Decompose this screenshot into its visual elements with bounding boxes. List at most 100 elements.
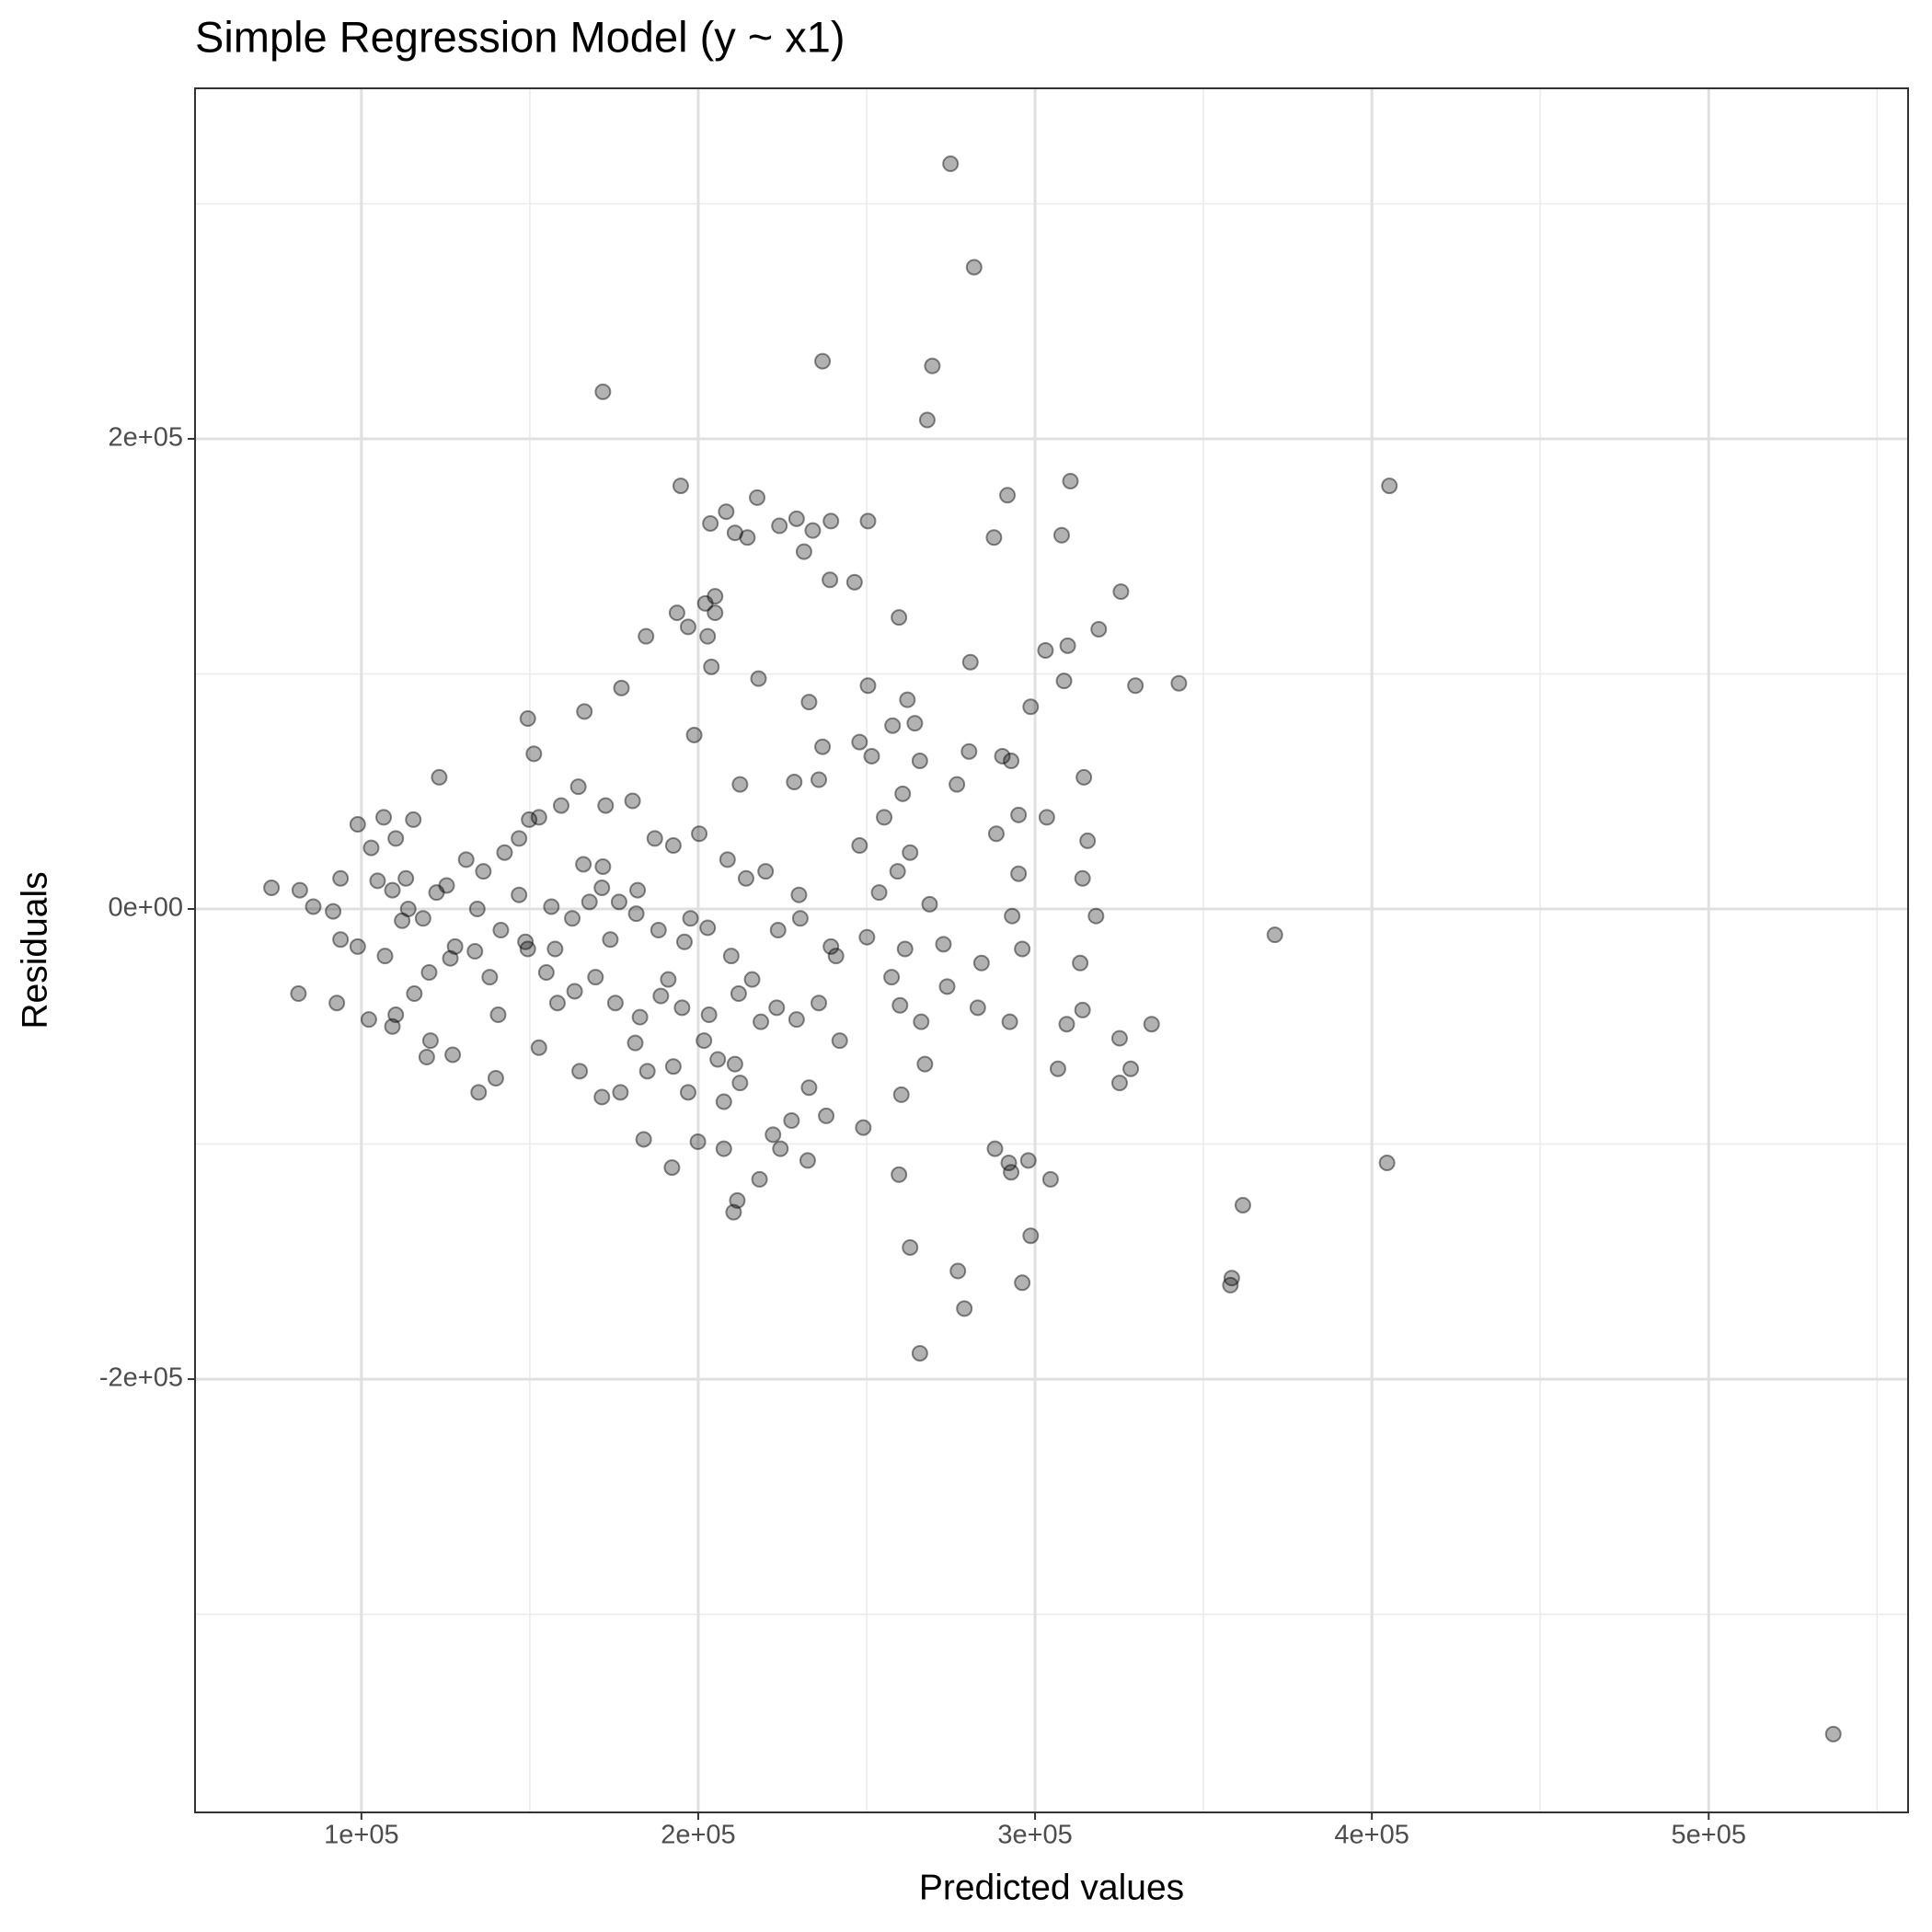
point	[859, 512, 877, 530]
point	[566, 983, 583, 1000]
point	[638, 1063, 656, 1080]
y-tick-label: -2e+05	[99, 1363, 183, 1393]
point	[360, 1011, 377, 1029]
point	[1022, 698, 1040, 716]
point	[685, 726, 703, 743]
point	[831, 1032, 848, 1050]
point	[1062, 472, 1079, 489]
points	[263, 155, 1842, 1742]
point	[960, 742, 978, 760]
point	[851, 837, 868, 855]
point	[397, 869, 415, 887]
point	[1059, 637, 1076, 654]
point	[1112, 583, 1130, 601]
point	[729, 1191, 746, 1209]
point	[646, 830, 663, 847]
point	[375, 809, 393, 826]
point	[521, 811, 538, 828]
x-tick-label: 4e+05	[1334, 1821, 1409, 1850]
x-tick-label: 5e+05	[1672, 1821, 1746, 1850]
point	[804, 522, 822, 539]
point	[470, 1084, 488, 1101]
point	[739, 529, 756, 546]
point	[772, 1140, 789, 1157]
point	[1014, 940, 1031, 958]
point	[446, 937, 464, 955]
point	[679, 618, 696, 636]
point	[517, 933, 535, 950]
point	[859, 677, 877, 695]
point	[911, 753, 928, 770]
point	[1075, 768, 1093, 786]
point	[548, 995, 566, 1012]
point	[569, 778, 587, 796]
point	[814, 738, 832, 755]
point	[707, 604, 724, 622]
point	[987, 825, 1005, 843]
point	[858, 928, 876, 946]
point	[731, 1075, 749, 1092]
point	[475, 863, 492, 880]
point	[384, 1018, 401, 1035]
point	[768, 999, 786, 1017]
point	[675, 933, 693, 950]
point	[750, 670, 767, 687]
point	[519, 710, 536, 728]
point	[511, 886, 528, 903]
point	[730, 985, 747, 1003]
point	[438, 877, 455, 894]
point	[949, 776, 966, 793]
point	[444, 1046, 462, 1064]
point	[751, 1170, 768, 1188]
point	[726, 524, 743, 542]
point	[679, 1084, 696, 1101]
point	[1170, 674, 1188, 692]
point	[722, 948, 740, 965]
point	[731, 776, 749, 793]
point	[530, 1039, 547, 1056]
point	[791, 910, 809, 927]
point	[916, 1055, 934, 1073]
point	[597, 797, 615, 814]
point	[1052, 526, 1070, 544]
point	[1090, 620, 1108, 638]
point	[552, 797, 569, 814]
point	[602, 931, 619, 949]
point	[362, 839, 380, 857]
point	[790, 886, 808, 903]
point	[384, 881, 401, 899]
point	[883, 969, 901, 986]
point	[707, 588, 724, 605]
point	[743, 971, 761, 988]
point	[638, 627, 655, 645]
point	[899, 691, 916, 708]
point	[1234, 1196, 1251, 1213]
point	[889, 863, 906, 880]
point	[999, 487, 1017, 504]
axes: 1e+05 2e+05 3e+05 4e+05 5e+05 -2e+05 0e+00 2e+0…	[99, 87, 1909, 1850]
point	[1079, 832, 1097, 849]
point	[863, 747, 880, 765]
point	[771, 517, 788, 535]
point	[581, 893, 598, 911]
point	[753, 1013, 770, 1030]
point	[1014, 1274, 1031, 1292]
chart-title: Simple Regression Model (y ~ x1)	[195, 12, 845, 61]
point	[986, 1140, 1004, 1157]
point	[788, 510, 805, 527]
point	[594, 383, 612, 400]
point	[906, 715, 924, 732]
point	[291, 881, 308, 899]
point	[1003, 753, 1020, 770]
point	[1074, 1001, 1091, 1018]
x-tick-label: 1e+05	[324, 1821, 398, 1850]
point	[431, 768, 448, 786]
point	[612, 1084, 629, 1101]
point	[576, 703, 593, 720]
point	[911, 1344, 928, 1362]
point	[1824, 1725, 1842, 1742]
point	[786, 774, 803, 791]
point	[949, 1262, 967, 1280]
point	[519, 940, 536, 958]
point	[913, 1013, 930, 1030]
